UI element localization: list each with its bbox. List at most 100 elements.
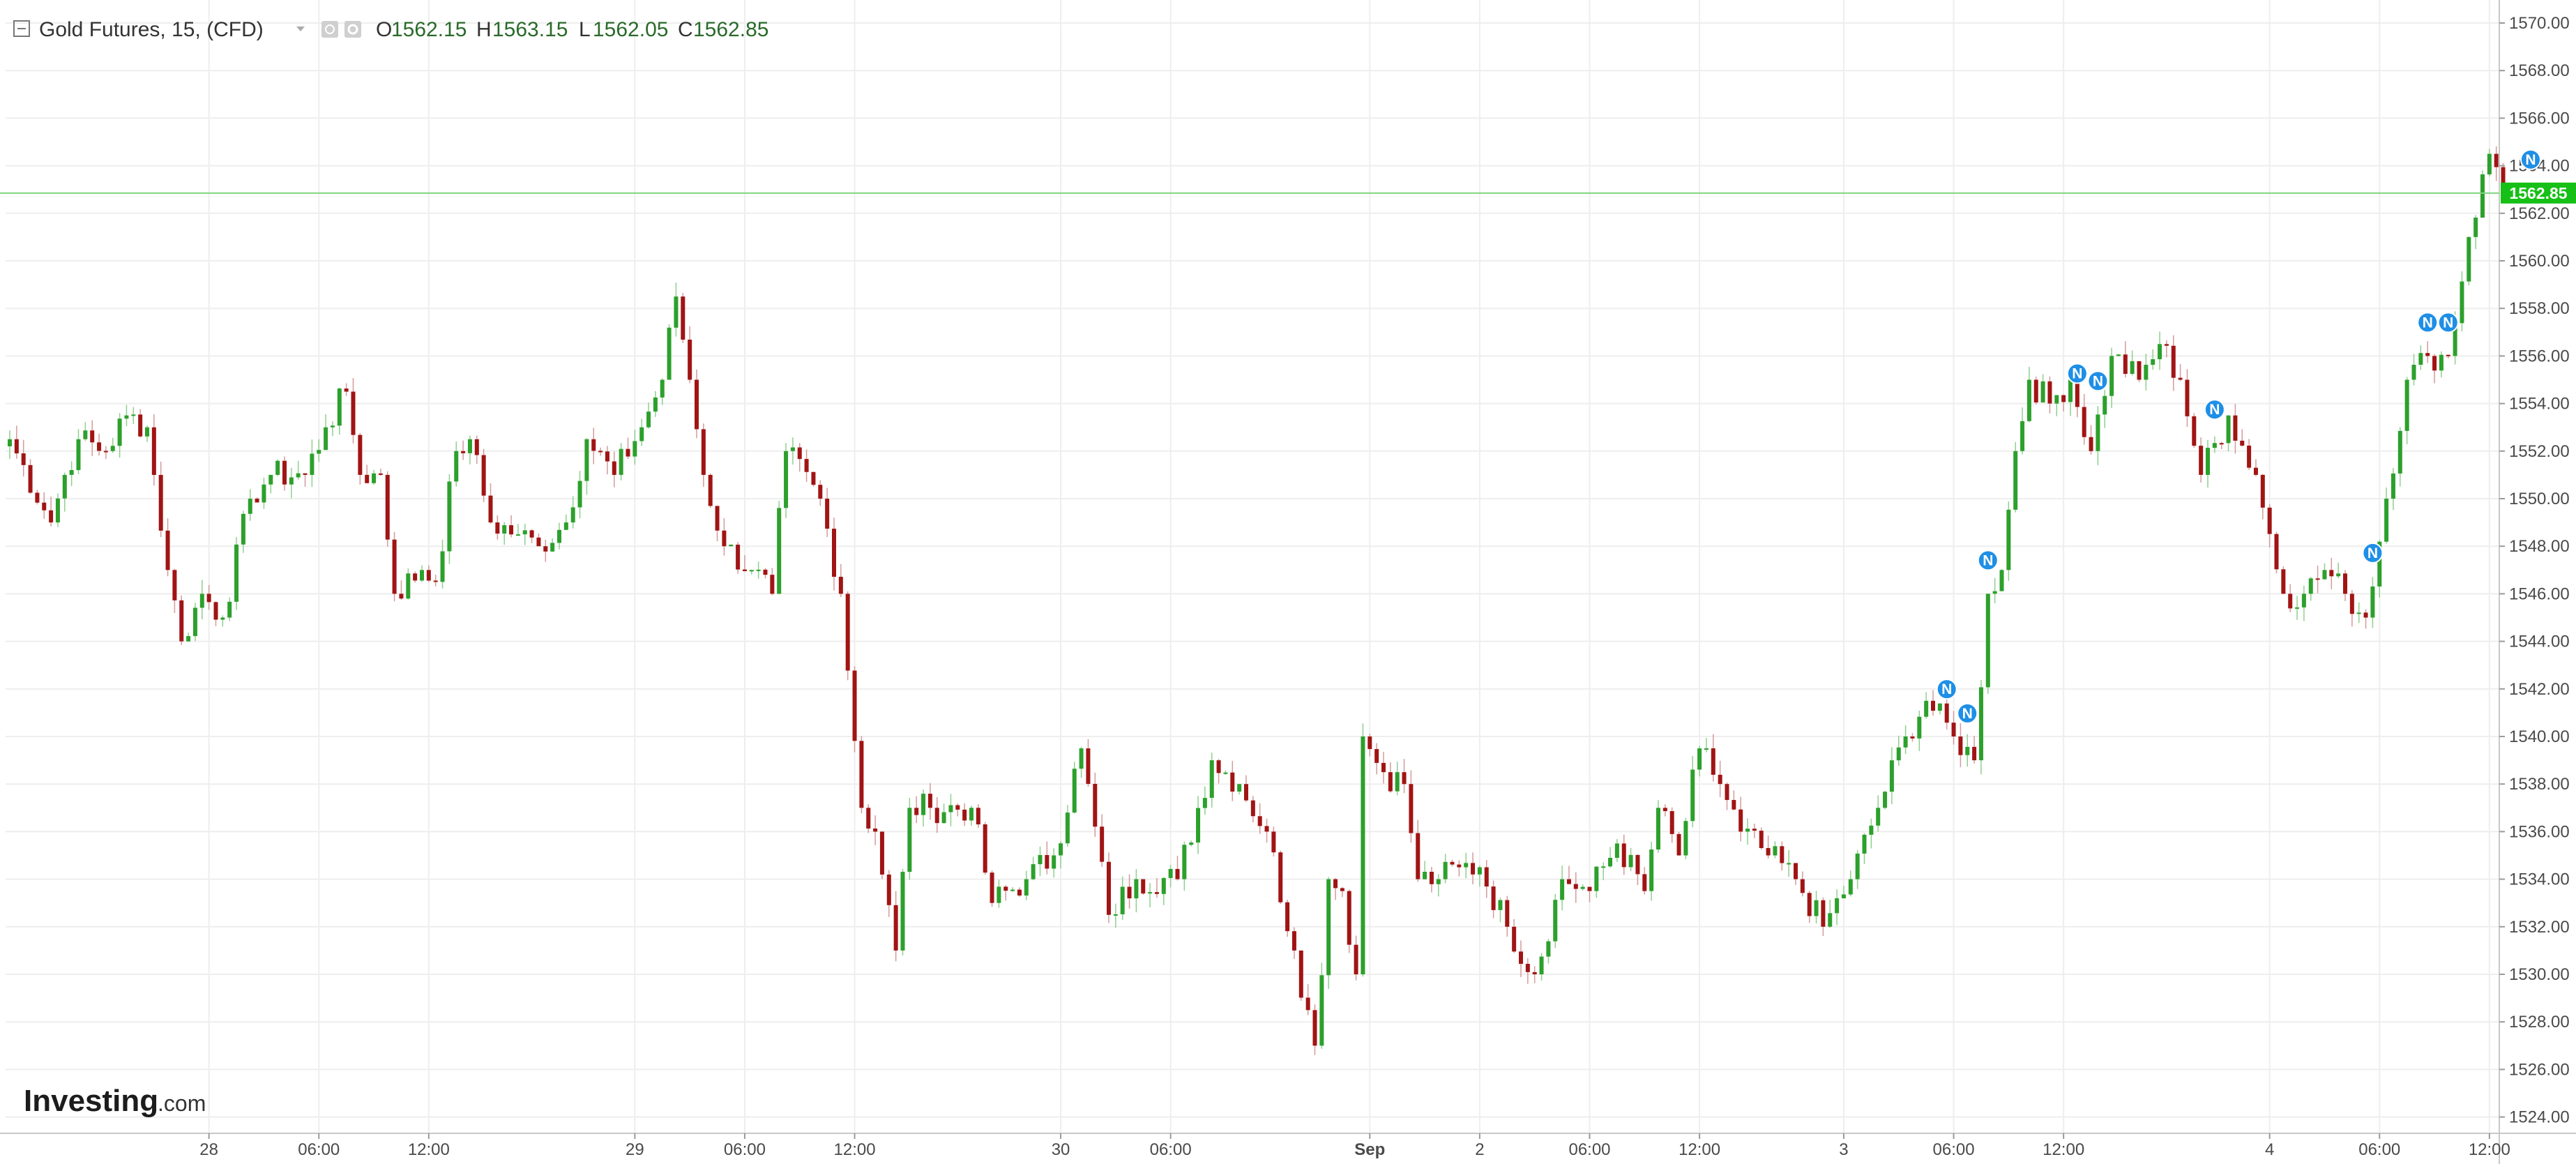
settings-icon[interactable] xyxy=(344,21,361,38)
candle-body[interactable] xyxy=(440,551,445,582)
candle-body[interactable] xyxy=(372,473,377,483)
candle-body[interactable] xyxy=(818,485,823,499)
candle-body[interactable] xyxy=(907,808,912,872)
candle-body[interactable] xyxy=(2281,569,2286,594)
candle-body[interactable] xyxy=(35,492,40,503)
candle-body[interactable] xyxy=(495,522,500,534)
candle-body[interactable] xyxy=(330,425,335,428)
candle-body[interactable] xyxy=(969,808,973,821)
candle-body[interactable] xyxy=(660,379,665,398)
dropdown-icon[interactable] xyxy=(296,27,305,31)
candle-body[interactable] xyxy=(1230,772,1235,792)
candle-body[interactable] xyxy=(1704,748,1709,750)
candle-body[interactable] xyxy=(921,794,926,815)
candle-body[interactable] xyxy=(1052,855,1056,869)
candle-body[interactable] xyxy=(2206,448,2210,475)
candle-body[interactable] xyxy=(1381,762,1386,773)
candle-body[interactable] xyxy=(145,427,149,437)
candle-body[interactable] xyxy=(1978,687,1983,761)
candle-body[interactable] xyxy=(2109,356,2114,396)
candle-body[interactable] xyxy=(866,808,871,829)
candle-body[interactable] xyxy=(310,453,315,475)
candle-body[interactable] xyxy=(1862,834,1867,854)
news-marker-icon[interactable]: N xyxy=(2437,312,2459,333)
candle-body[interactable] xyxy=(2370,586,2375,618)
candle-body[interactable] xyxy=(1711,748,1715,775)
candle-body[interactable] xyxy=(467,439,472,453)
candle-body[interactable] xyxy=(1257,816,1262,826)
candle-body[interactable] xyxy=(1656,808,1660,850)
candle-body[interactable] xyxy=(1896,747,1901,761)
candle-body[interactable] xyxy=(426,570,431,581)
candle-body[interactable] xyxy=(1374,749,1379,763)
candle-body[interactable] xyxy=(206,594,211,603)
candle-body[interactable] xyxy=(1395,772,1400,792)
candle-body[interactable] xyxy=(681,296,685,340)
candle-body[interactable] xyxy=(1045,854,1050,869)
candle-body[interactable] xyxy=(1086,748,1091,784)
candle-body[interactable] xyxy=(2274,534,2279,570)
candle-body[interactable] xyxy=(1223,772,1228,774)
candle-body[interactable] xyxy=(1821,900,1826,927)
candle-body[interactable] xyxy=(543,546,548,552)
candle-body[interactable] xyxy=(777,508,782,594)
candle-body[interactable] xyxy=(2178,377,2183,380)
news-marker-icon[interactable]: N xyxy=(1977,550,1999,571)
candle-body[interactable] xyxy=(570,507,575,523)
candle-body[interactable] xyxy=(1828,913,1833,927)
news-marker-icon[interactable]: N xyxy=(2362,542,2384,564)
candle-body[interactable] xyxy=(103,451,108,453)
candle-body[interactable] xyxy=(852,670,857,741)
candle-body[interactable] xyxy=(1477,867,1482,875)
candle-body[interactable] xyxy=(110,446,115,451)
candle-body[interactable] xyxy=(337,388,342,426)
candle-body[interactable] xyxy=(255,499,259,503)
candle-body[interactable] xyxy=(1924,700,1929,717)
candle-body[interactable] xyxy=(879,831,884,875)
candle-body[interactable] xyxy=(1621,843,1626,868)
candle-body[interactable] xyxy=(2418,353,2423,365)
candle-body[interactable] xyxy=(598,451,603,453)
candle-body[interactable] xyxy=(1566,879,1571,884)
candle-body[interactable] xyxy=(220,617,225,620)
candle-body[interactable] xyxy=(365,474,370,483)
candle-body[interactable] xyxy=(165,530,170,570)
candle-body[interactable] xyxy=(2096,414,2100,451)
candle-body[interactable] xyxy=(1869,825,1874,835)
candle-body[interactable] xyxy=(1168,868,1173,878)
candle-body[interactable] xyxy=(1525,964,1530,972)
candle-body[interactable] xyxy=(2006,509,2011,570)
candle-body[interactable] xyxy=(1113,914,1118,916)
candle-body[interactable] xyxy=(2199,446,2204,475)
candle-body[interactable] xyxy=(1237,784,1242,792)
candle-body[interactable] xyxy=(1250,800,1255,817)
candle-body[interactable] xyxy=(784,451,789,508)
candle-body[interactable] xyxy=(1416,833,1420,879)
candle-body[interactable] xyxy=(873,828,878,832)
candle-body[interactable] xyxy=(509,525,514,535)
candle-body[interactable] xyxy=(1738,809,1743,832)
candle-body[interactable] xyxy=(1628,854,1633,868)
candle-body[interactable] xyxy=(1889,760,1894,792)
candle-body[interactable] xyxy=(976,808,980,825)
candle-body[interactable] xyxy=(1519,951,1523,965)
candle-body[interactable] xyxy=(344,388,349,392)
candle-body[interactable] xyxy=(1216,760,1221,773)
candle-body[interactable] xyxy=(131,414,136,416)
candle-body[interactable] xyxy=(557,529,561,543)
candle-body[interactable] xyxy=(1498,900,1503,910)
candle-body[interactable] xyxy=(2453,323,2457,356)
candle-body[interactable] xyxy=(1635,854,1640,875)
news-marker-icon[interactable]: N xyxy=(2204,399,2225,421)
candle-body[interactable] xyxy=(536,537,541,547)
candle-body[interactable] xyxy=(1965,746,1970,755)
candle-body[interactable] xyxy=(2260,474,2265,508)
candle-body[interactable] xyxy=(1409,784,1414,833)
candle-body[interactable] xyxy=(2501,167,2506,189)
candle-body[interactable] xyxy=(433,580,438,582)
candle-body[interactable] xyxy=(49,510,54,523)
candle-body[interactable] xyxy=(213,602,218,620)
candle-body[interactable] xyxy=(2047,381,2052,404)
candle-body[interactable] xyxy=(1354,944,1358,974)
candle-body[interactable] xyxy=(1608,857,1613,867)
